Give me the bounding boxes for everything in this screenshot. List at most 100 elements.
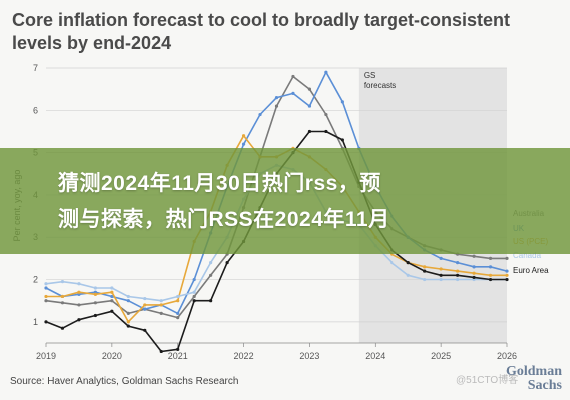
x-tick-label: 2019 — [36, 351, 56, 361]
data-point — [324, 70, 328, 74]
data-point — [439, 267, 443, 271]
data-point — [126, 324, 130, 328]
data-point — [324, 129, 328, 134]
data-point — [176, 311, 180, 315]
data-point — [176, 316, 180, 320]
data-point — [126, 320, 130, 324]
data-point — [126, 294, 130, 299]
forecast-label: GS — [364, 71, 376, 80]
data-point — [390, 261, 394, 265]
data-point — [439, 273, 443, 277]
data-point — [274, 104, 279, 108]
data-point — [291, 91, 295, 95]
data-point — [77, 318, 81, 322]
logo-line-1: Goldman — [505, 364, 562, 379]
logo-line-2: Sachs — [527, 378, 562, 393]
data-point — [505, 269, 509, 273]
data-point — [209, 273, 213, 277]
x-tick-label: 2021 — [168, 351, 188, 361]
data-point — [307, 87, 312, 91]
data-point — [143, 328, 147, 332]
data-point — [423, 277, 427, 282]
data-point — [340, 100, 344, 104]
y-tick-label: 1 — [33, 317, 38, 327]
x-tick-label: 2025 — [431, 351, 451, 361]
data-point — [505, 256, 509, 260]
data-point — [192, 299, 196, 303]
data-point — [77, 282, 81, 286]
data-point — [110, 290, 114, 294]
data-point — [439, 256, 443, 260]
data-point — [406, 273, 410, 277]
x-tick-label: 2020 — [102, 351, 122, 361]
data-point — [159, 299, 163, 303]
data-point — [126, 311, 130, 315]
data-point — [176, 347, 180, 351]
data-point — [307, 104, 312, 108]
forecast-label-2: forecasts — [364, 81, 396, 90]
title-overlay-banner[interactable]: 猜测2024年11月30日热门rss，预 测与探索，热门RSS在2024年11月 — [0, 148, 570, 254]
data-point — [110, 299, 114, 303]
goldman-sachs-logo: Goldman Sachs — [496, 365, 562, 393]
data-point — [176, 294, 180, 299]
data-point — [44, 282, 48, 286]
chart-source-note: Source: Haver Analytics, Goldman Sachs R… — [10, 376, 239, 387]
data-point — [60, 294, 65, 299]
data-point — [472, 275, 476, 280]
chart-title: Core inflation forecast to cool to broad… — [12, 10, 511, 53]
x-tick-label: 2023 — [299, 351, 319, 361]
data-point — [225, 261, 229, 265]
data-point — [241, 142, 246, 146]
data-point — [159, 349, 163, 354]
data-point — [159, 311, 163, 315]
data-point — [44, 294, 48, 299]
data-point — [44, 299, 48, 303]
data-point — [406, 261, 410, 265]
data-point — [110, 286, 114, 290]
data-point — [423, 269, 427, 273]
data-point — [488, 273, 493, 277]
data-point — [159, 303, 163, 307]
data-point — [176, 299, 180, 303]
overlay-line-1: 猜测2024年11月30日热门rss，预 — [58, 172, 381, 195]
data-point — [93, 313, 97, 318]
data-point — [488, 277, 493, 282]
data-point — [77, 303, 81, 307]
data-point — [472, 271, 476, 275]
data-point — [192, 290, 196, 294]
data-point — [472, 254, 476, 258]
data-point — [209, 299, 213, 303]
data-point — [44, 320, 48, 324]
watermark: @51CTO博客 — [456, 375, 519, 386]
data-point — [93, 301, 97, 305]
data-point — [110, 294, 114, 299]
data-point — [505, 277, 509, 282]
data-point — [126, 299, 130, 303]
data-point — [456, 273, 460, 277]
y-tick-label: 2 — [33, 275, 38, 285]
data-point — [274, 96, 279, 100]
overlay-headline[interactable]: 猜测2024年11月30日热门rss，预 测与探索，热门RSS在2024年11月 — [58, 166, 524, 238]
data-point — [143, 303, 147, 307]
data-point — [324, 112, 328, 117]
data-point — [340, 138, 344, 142]
data-point — [93, 286, 97, 290]
data-point — [258, 112, 262, 117]
data-point — [456, 277, 460, 282]
data-point — [110, 309, 114, 313]
legend-entry: Euro Area — [513, 266, 549, 275]
data-point — [60, 301, 65, 305]
legend-entry: Canada — [513, 251, 542, 260]
overlay-line-2: 测与探索，热门RSS在2024年11月 — [58, 208, 390, 231]
data-point — [505, 273, 509, 277]
data-point — [456, 261, 460, 265]
data-point — [192, 277, 196, 282]
x-tick-label: 2024 — [365, 351, 385, 361]
x-tick-label: 2026 — [497, 351, 517, 361]
data-point — [488, 265, 493, 269]
data-point — [291, 74, 295, 79]
data-point — [77, 290, 81, 294]
data-point — [60, 280, 65, 284]
y-tick-label: 7 — [33, 63, 38, 73]
data-point — [143, 307, 147, 311]
